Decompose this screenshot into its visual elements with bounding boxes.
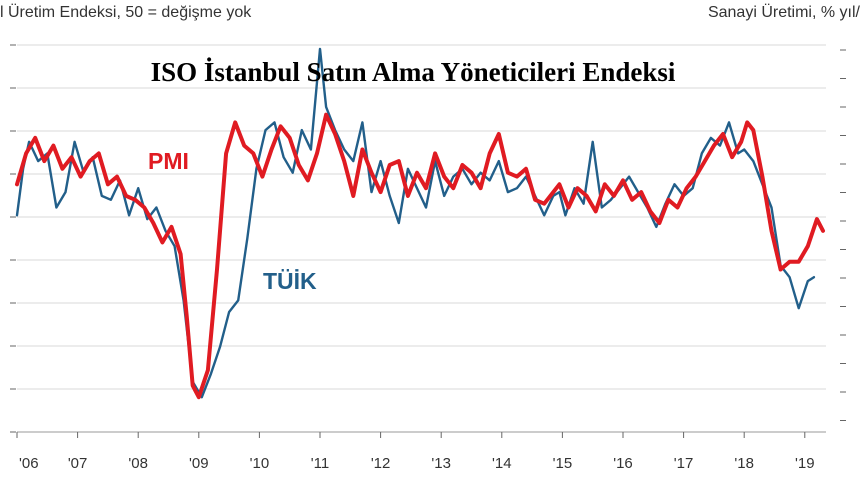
x-tick-label: '11 [311,455,329,472]
x-tick-label: '13 [431,455,451,472]
x-tick-labels: '06 '07 '08 '09 '10 '11 '12 '13 '14 '15 '16 '17 '18 '… [19,455,815,472]
series-label-pmi: PMI [148,148,189,174]
x-tick-label: '06 [19,455,39,472]
right-axis-header: Sanayi Üretimi, % yıl/ [707,4,860,21]
gridlines [17,44,826,433]
chart-title: ISO İstanbul Satın Alma Yöneticileri End… [150,57,676,87]
left-axis-header: l Üretim Endeksi, 50 = değişme yok [0,4,252,21]
x-tick-label: '14 [492,455,512,472]
series-label-tuik: TÜİK [263,268,317,294]
x-tick-label: '10 [250,455,270,472]
x-tick-label: '15 [553,455,573,472]
series-lines [15,47,825,400]
x-tick-label: '07 [68,455,88,472]
x-tick-label: '17 [674,455,694,472]
axis-ticks [10,44,846,438]
series-line-pmi [15,112,825,400]
series-line-tuik [15,47,816,399]
x-tick-label: '09 [189,455,209,472]
x-tick-label: '08 [128,455,148,472]
x-tick-label: '18 [734,455,754,472]
x-tick-label: '12 [371,455,391,472]
x-tick-label: '16 [613,455,633,472]
x-tick-label: '19 [795,455,815,472]
